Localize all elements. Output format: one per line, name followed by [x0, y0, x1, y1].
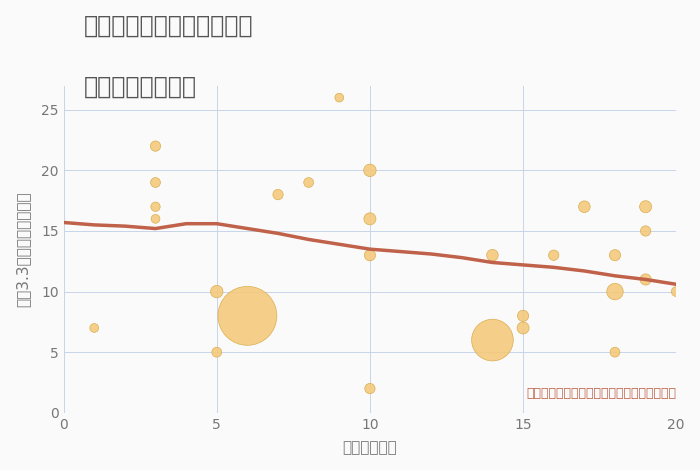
Text: 三重県四日市市羽津山町の: 三重県四日市市羽津山町の: [84, 14, 253, 38]
Point: [671, 288, 682, 295]
Point: [610, 251, 621, 259]
X-axis label: 駅距離（分）: 駅距離（分）: [342, 440, 398, 455]
Point: [364, 215, 375, 223]
Point: [211, 348, 223, 356]
Point: [303, 179, 314, 186]
Point: [272, 191, 284, 198]
Point: [334, 94, 345, 102]
Point: [150, 142, 161, 150]
Point: [517, 312, 528, 320]
Point: [517, 324, 528, 332]
Point: [487, 337, 498, 344]
Text: 駅距離別土地価格: 駅距離別土地価格: [84, 75, 197, 99]
Point: [364, 385, 375, 392]
Point: [150, 203, 161, 211]
Point: [364, 251, 375, 259]
Point: [150, 179, 161, 186]
Point: [640, 203, 651, 211]
Point: [610, 348, 621, 356]
Text: 円の大きさは、取引のあった物件面積を示す: 円の大きさは、取引のあった物件面積を示す: [526, 387, 676, 400]
Point: [89, 324, 100, 332]
Point: [364, 166, 375, 174]
Point: [150, 215, 161, 223]
Point: [640, 227, 651, 235]
Point: [640, 276, 651, 283]
Point: [487, 251, 498, 259]
Point: [548, 251, 559, 259]
Point: [211, 288, 223, 295]
Point: [241, 312, 253, 320]
Point: [579, 203, 590, 211]
Point: [610, 288, 621, 295]
Y-axis label: 坪（3.3㎡）単価（万円）: 坪（3.3㎡）単価（万円）: [15, 191, 30, 307]
